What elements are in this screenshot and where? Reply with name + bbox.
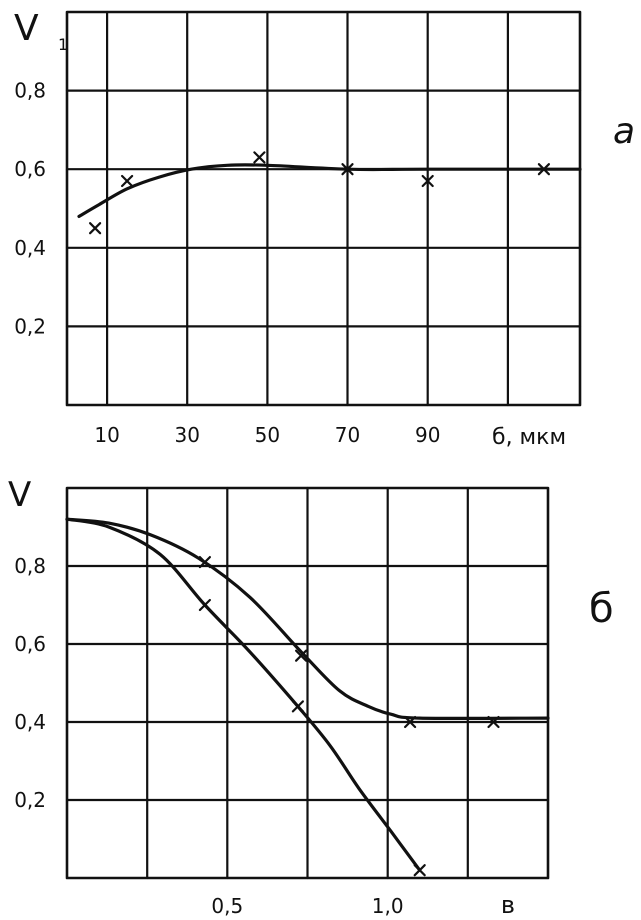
data-point-marker xyxy=(88,222,102,235)
x-tick-label: 0,5 xyxy=(211,894,243,918)
x-axis-label: б, мкм xyxy=(492,425,566,450)
data-point-marker xyxy=(291,700,304,713)
x-tick-label: 10 xyxy=(94,423,119,447)
x-tick-label: 90 xyxy=(415,423,440,447)
data-point-marker xyxy=(120,174,134,188)
y-tick-label: 0,2 xyxy=(14,314,46,338)
fitted-curve xyxy=(65,517,422,872)
panel-label: а xyxy=(613,111,635,152)
data-point-marker xyxy=(413,864,426,877)
chart-panel-a: 0,8 0,6 0,4 0,2 10 30 50 70 90 V 1 б, мкм а xyxy=(14,8,635,450)
y-tick-label: 0,4 xyxy=(14,710,46,734)
x-axis-label: в xyxy=(501,891,515,919)
x-tick-label: 1,0 xyxy=(372,894,404,918)
marker-stroke xyxy=(253,151,266,164)
y-axis-label-subscript: 1 xyxy=(58,35,68,54)
plot-frame xyxy=(65,10,582,407)
x-tick-label: 30 xyxy=(174,423,199,447)
marker-stroke xyxy=(421,174,434,188)
y-tick-label: 0,8 xyxy=(14,554,46,578)
x-tick-label: 70 xyxy=(335,423,360,447)
y-tick-label: 0,4 xyxy=(14,236,46,260)
y-axis-label: V xyxy=(14,8,39,49)
marker-stroke xyxy=(198,598,211,612)
data-point-marker xyxy=(341,163,354,176)
plot-frame xyxy=(65,486,550,880)
marker-stroke xyxy=(120,174,134,188)
marker-stroke xyxy=(341,163,354,176)
data-point-marker xyxy=(198,555,211,569)
marker-stroke xyxy=(88,222,102,235)
data-point-marker xyxy=(198,598,211,612)
marker-stroke xyxy=(291,700,304,713)
marker-stroke xyxy=(404,715,417,729)
y-tick-label: 0,6 xyxy=(14,157,46,181)
y-tick-label: 0,8 xyxy=(14,79,46,103)
x-tick-label: 50 xyxy=(255,423,280,447)
fitted-curve xyxy=(77,163,582,218)
marker-stroke xyxy=(413,864,426,877)
marker-stroke xyxy=(295,649,308,662)
data-point-marker xyxy=(404,715,417,729)
data-point-marker xyxy=(421,174,434,188)
fitted-curve xyxy=(65,517,550,721)
y-axis-label: V xyxy=(8,475,31,515)
panel-label: б xyxy=(589,586,614,632)
data-point-marker xyxy=(295,649,308,662)
y-tick-label: 0,6 xyxy=(14,632,46,656)
marker-stroke xyxy=(537,163,551,176)
chart-panel-b: 0,8 0,6 0,4 0,2 0,5 1,0 Vв б xyxy=(8,475,614,919)
marker-stroke xyxy=(198,555,211,569)
y-tick-label: 0,2 xyxy=(14,788,46,812)
marker-stroke xyxy=(487,715,500,729)
data-point-marker xyxy=(487,715,500,729)
data-point-marker xyxy=(253,151,266,164)
data-point-marker xyxy=(537,163,551,176)
